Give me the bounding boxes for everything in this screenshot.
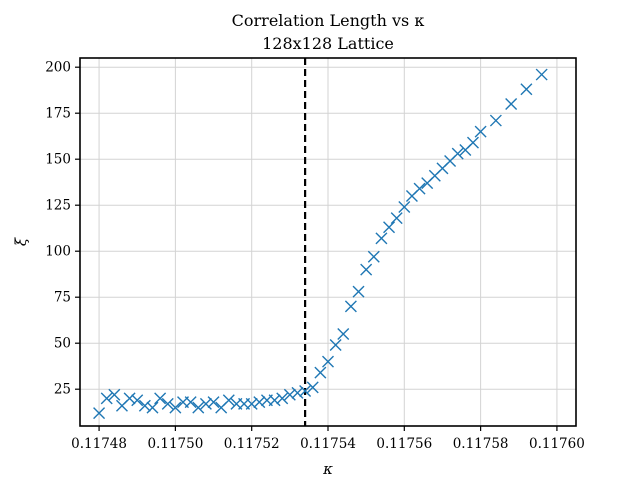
y-tick-label: 75 [54,290,71,306]
y-axis-label: ξ [12,237,30,246]
x-tick-label: 0.11754 [300,436,356,452]
data-point-marker [268,394,281,407]
data-point-marker [93,407,106,420]
data-point-marker [161,397,174,410]
data-point-marker [352,285,365,298]
data-point-marker [138,399,151,412]
data-point-marker [207,396,220,409]
data-point-marker [199,397,212,410]
chart-title: Correlation Length vs κ [232,11,425,30]
data-point-marker [489,114,502,127]
x-tick-label: 0.11760 [529,436,585,452]
grid [80,58,576,426]
data-points [93,68,548,420]
data-point-marker [123,392,136,405]
x-axis-label: κ [322,460,333,478]
plot-frame [79,57,577,427]
data-point-marker [505,98,518,110]
data-point-marker [535,68,548,81]
data-point-marker [322,355,334,368]
x-tick-label: 0.11758 [453,436,509,452]
data-point-marker [245,397,258,410]
data-point-marker [337,328,350,340]
axis-ticks: 0.11748 0.11750 0.11752 0.11754 0.11756 0.117… [45,60,585,452]
chart-subtitle: 128x128 Lattice [262,34,394,53]
data-point-marker [253,396,266,409]
y-tick-label: 100 [45,244,71,260]
data-point-marker [390,212,403,225]
x-tick-label: 0.11748 [71,436,127,452]
data-point-marker [299,385,312,398]
data-point-marker [451,147,464,160]
y-tick-label: 50 [54,336,71,352]
y-tick-label: 175 [45,106,71,122]
data-point-marker [146,401,159,414]
data-point-marker [314,366,327,379]
data-point-marker [192,401,205,414]
y-tick-label: 200 [45,60,71,76]
y-tick-label: 125 [45,198,71,214]
x-tick-label: 0.11750 [147,436,203,452]
data-point-marker [398,201,411,214]
data-point-marker [375,232,388,245]
y-tick-label: 25 [54,382,71,398]
x-tick-label: 0.11756 [376,436,432,452]
data-point-marker [413,182,426,195]
data-point-marker [344,300,357,313]
data-point-marker [367,250,380,263]
data-point-marker [474,125,487,138]
data-point-marker [291,386,304,399]
data-point-marker [283,388,296,401]
data-point-marker [466,136,479,149]
data-point-marker [131,394,144,407]
data-point-marker [520,83,533,96]
data-point-marker [108,388,121,401]
data-point-marker [222,394,235,407]
data-point-marker [184,396,197,409]
data-point-marker [360,263,373,276]
data-point-marker [276,392,289,405]
x-tick-label: 0.11752 [224,436,280,452]
data-point-marker [383,221,396,234]
data-point-marker [306,381,319,394]
data-point-marker [154,392,167,405]
data-point-marker [100,392,113,405]
data-point-marker [169,401,182,414]
y-tick-label: 150 [45,152,71,168]
data-point-marker [329,339,342,352]
